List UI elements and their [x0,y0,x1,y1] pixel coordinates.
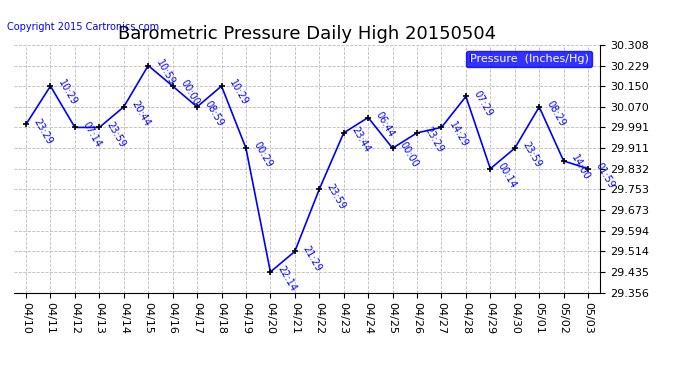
Text: 00:00: 00:00 [398,140,421,170]
Text: 10:59: 10:59 [154,58,177,87]
Text: 00:00: 00:00 [178,78,201,107]
Text: 22:14: 22:14 [276,264,299,293]
Text: 23:29: 23:29 [32,117,55,146]
Text: 14:00: 14:00 [569,153,592,182]
Text: 07:29: 07:29 [471,89,494,118]
Text: 08:29: 08:29 [545,99,567,128]
Title: Barometric Pressure Daily High 20150504: Barometric Pressure Daily High 20150504 [118,26,496,44]
Text: 20:44: 20:44 [129,99,152,128]
Text: 21:29: 21:29 [300,244,323,273]
Text: 07:14: 07:14 [81,120,103,149]
Text: 14:29: 14:29 [447,120,470,149]
Text: 10:29: 10:29 [227,78,250,108]
Text: 08:59: 08:59 [203,99,225,128]
Text: 23:44: 23:44 [349,125,372,154]
Text: 23:29: 23:29 [422,125,445,154]
Text: 00:29: 00:29 [252,140,274,170]
Text: 00:14: 00:14 [496,161,518,190]
Text: 23:59: 23:59 [520,140,543,170]
Text: 23:59: 23:59 [325,182,348,211]
Text: 10:29: 10:29 [56,78,79,108]
Text: 23:59: 23:59 [105,120,128,149]
Text: 01:59: 01:59 [593,161,616,190]
Text: Copyright 2015 Cartronics.com: Copyright 2015 Cartronics.com [7,22,159,33]
Text: 06:44: 06:44 [374,110,396,139]
Legend: Pressure  (Inches/Hg): Pressure (Inches/Hg) [466,51,592,68]
